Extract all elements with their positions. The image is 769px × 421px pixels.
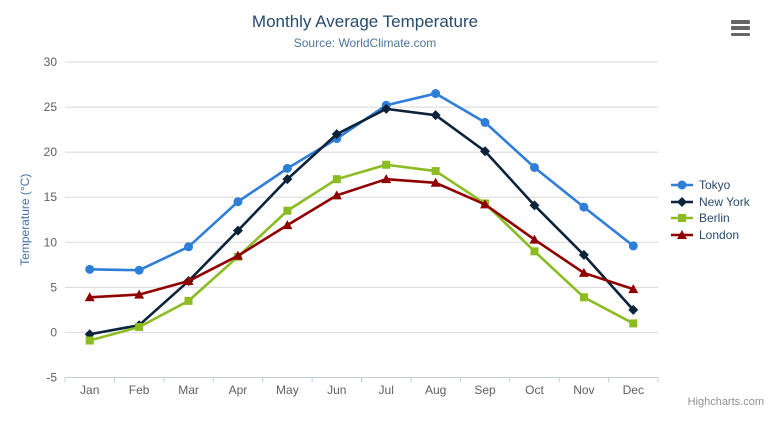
series-london (84, 174, 639, 302)
x-axis-tick-label: Apr (229, 383, 248, 397)
data-point-tokyo-feb[interactable] (134, 265, 144, 275)
series-tokyo (85, 89, 638, 275)
circle-legend-marker-icon (671, 180, 693, 190)
data-point-berlin-mar[interactable] (184, 296, 193, 305)
credits-link[interactable]: Highcharts.com (687, 396, 764, 408)
triangle-icon (677, 229, 687, 239)
data-point-new-york-apr[interactable] (232, 225, 243, 236)
y-axis-tick-label: 0 (50, 325, 57, 339)
diamond-legend-marker-icon (671, 196, 693, 207)
data-point-london-sep[interactable] (480, 199, 491, 209)
data-point-london-feb[interactable] (134, 289, 145, 299)
series-line-berlin (88, 163, 635, 342)
data-point-london-oct[interactable] (529, 234, 540, 244)
data-point-london-mar[interactable] (183, 276, 194, 286)
x-axis-tick-label: Aug (425, 383, 446, 397)
data-point-berlin-jul[interactable] (382, 160, 391, 169)
y-axis-title: Temperature (°C) (18, 174, 32, 266)
legend: Tokyo New York Berlin London (670, 177, 750, 243)
data-point-tokyo-sep[interactable] (480, 117, 490, 127)
legend-label: Berlin (699, 211, 730, 226)
legend-label: Tokyo (699, 178, 731, 193)
legend-item-berlin[interactable]: Berlin (670, 210, 750, 227)
legend-label: New York (699, 194, 750, 209)
x-axis-tick-label: Oct (525, 383, 544, 397)
hamburger-icon (731, 32, 750, 36)
data-point-tokyo-apr[interactable] (233, 197, 243, 207)
square-legend-marker-icon (671, 214, 693, 223)
x-axis-tick-label: Jul (379, 383, 394, 397)
legend-label: London (699, 227, 740, 242)
square-icon (678, 214, 686, 223)
data-point-tokyo-oct[interactable] (529, 162, 539, 172)
data-point-tokyo-dec[interactable] (628, 241, 638, 251)
chart-title: Monthly Average Temperature (251, 12, 479, 31)
data-point-tokyo-aug[interactable] (431, 89, 441, 99)
data-point-london-apr[interactable] (232, 250, 243, 260)
data-point-london-jan[interactable] (84, 292, 95, 302)
data-point-new-york-sep[interactable] (480, 146, 491, 157)
data-point-berlin-oct[interactable] (530, 247, 539, 256)
data-point-berlin-jun[interactable] (332, 175, 341, 184)
hamburger-icon (731, 26, 750, 30)
hamburger-icon (731, 20, 750, 24)
data-point-new-york-jun[interactable] (331, 129, 342, 140)
legend-item-new-york[interactable]: New York (670, 194, 750, 211)
chart-subtitle: Source: WorldClimate.com (293, 36, 437, 50)
data-point-london-aug[interactable] (430, 177, 441, 187)
circle-icon (677, 180, 687, 190)
legend-item-london[interactable]: London (670, 227, 750, 244)
data-point-berlin-jan[interactable] (85, 336, 94, 345)
data-point-tokyo-may[interactable] (282, 163, 292, 173)
x-axis-tick-label: May (276, 383, 299, 397)
data-point-new-york-jul[interactable] (381, 103, 392, 114)
data-point-new-york-dec[interactable] (628, 304, 639, 315)
data-point-new-york-nov[interactable] (578, 249, 589, 260)
data-point-london-may[interactable] (282, 220, 293, 230)
data-point-tokyo-jan[interactable] (85, 264, 95, 274)
data-point-london-nov[interactable] (578, 267, 589, 277)
x-axis-tick-label: Jun (327, 383, 346, 397)
data-point-tokyo-mar[interactable] (184, 242, 194, 252)
data-point-berlin-may[interactable] (283, 206, 292, 215)
data-point-new-york-may[interactable] (282, 174, 293, 185)
data-point-berlin-feb[interactable] (135, 323, 144, 332)
triangle-legend-marker-icon (671, 229, 693, 239)
data-point-london-dec[interactable] (628, 284, 639, 294)
legend-item-tokyo[interactable]: Tokyo (670, 177, 750, 194)
data-point-new-york-aug[interactable] (430, 110, 441, 121)
data-point-london-jun[interactable] (331, 190, 342, 200)
y-axis-tick-label: 15 (44, 190, 58, 204)
series-line-london (88, 177, 635, 299)
data-point-berlin-aug[interactable] (431, 167, 440, 176)
y-axis-tick-label: 10 (44, 235, 58, 249)
x-axis-tick-label: Mar (178, 383, 199, 397)
x-axis-tick-label: Dec (623, 383, 644, 397)
series-line-new-york (88, 107, 635, 336)
x-axis-tick-label: Jan (80, 383, 99, 397)
x-axis-tick-label: Sep (474, 383, 496, 397)
data-point-berlin-nov[interactable] (579, 293, 588, 302)
data-point-berlin-dec[interactable] (629, 319, 638, 328)
data-point-new-york-oct[interactable] (529, 200, 540, 211)
series-new-york (84, 103, 639, 340)
data-point-tokyo-nov[interactable] (579, 202, 589, 212)
x-axis-tick-label: Feb (129, 383, 150, 397)
y-axis-tick-label: -5 (46, 371, 57, 385)
export-menu-button[interactable] (731, 20, 750, 36)
y-axis-tick-label: 5 (50, 280, 57, 294)
y-axis-tick-label: 20 (44, 145, 58, 159)
x-axis-tick-label: Nov (573, 383, 594, 397)
diamond-icon (677, 196, 687, 207)
y-axis-tick-label: 30 (44, 55, 58, 69)
y-axis-tick-label: 25 (44, 100, 58, 114)
data-point-london-jul[interactable] (381, 174, 392, 184)
